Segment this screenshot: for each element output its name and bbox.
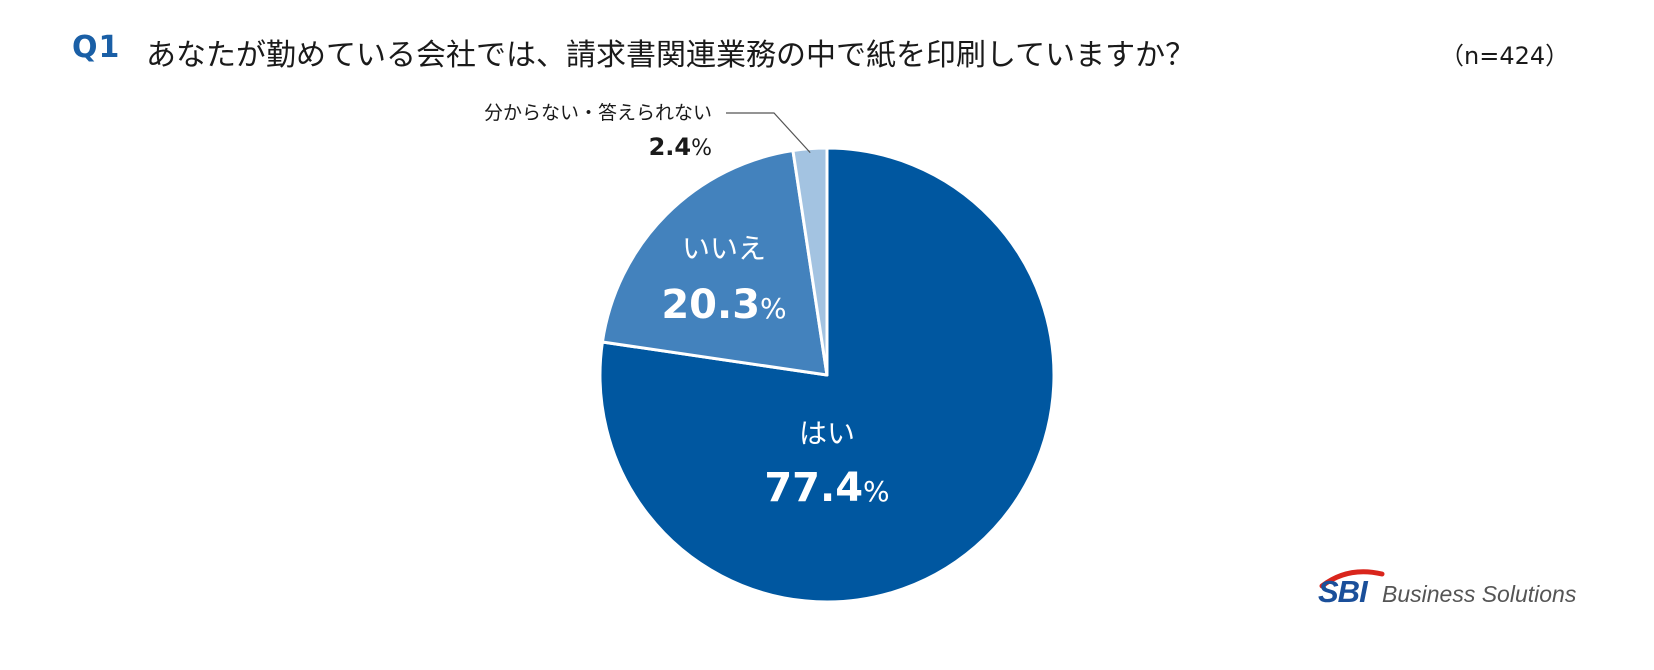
logo-arc-icon: [1319, 569, 1385, 589]
pie-slice-2: [791, 146, 829, 377]
pie-label-0: はい: [799, 417, 855, 450]
pie-leader-line-2: [726, 112, 811, 154]
question-text: あなたが勤めている会社では、請求書関連業務の中で紙を印刷していますか？: [146, 38, 1196, 73]
company-logo: SBI Business Solutions: [1318, 569, 1578, 612]
pie-labels: はい 77.4% いいえ 20.3% 分からない・答えられない 2.4%: [484, 102, 890, 511]
pie-label-2: 分からない・答えられない: [484, 102, 712, 124]
pie-value-0: 77.4%: [764, 465, 889, 511]
pie-value-2: 2.4%: [649, 133, 712, 161]
pie-value-1: 20.3%: [661, 282, 786, 328]
sample-size: （n=424）: [1440, 42, 1570, 70]
pie-slice-1: [600, 149, 829, 377]
logo-name: Business Solutions: [1382, 581, 1577, 607]
pie-slices: [598, 146, 1056, 604]
pie-label-1: いいえ: [682, 232, 766, 265]
logo-mark: SBI: [1318, 574, 1368, 609]
question-number: Q1: [72, 30, 121, 65]
